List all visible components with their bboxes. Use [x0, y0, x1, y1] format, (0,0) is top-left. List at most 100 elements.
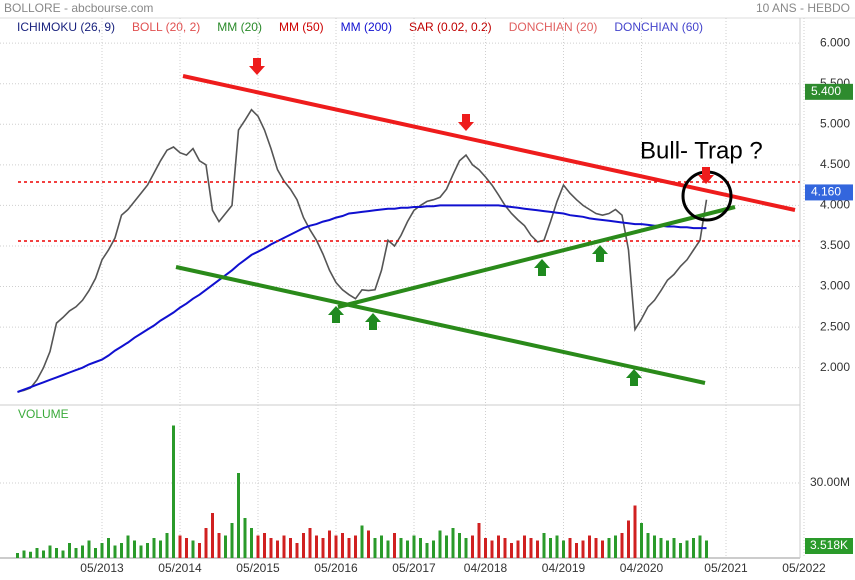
last-value-label: 4.160 — [811, 185, 841, 199]
volume-bar — [562, 540, 565, 558]
volume-bar — [315, 535, 318, 558]
volume-bar — [490, 540, 494, 558]
volume-bar — [542, 533, 546, 558]
x-tick-label: 05/2015 — [236, 561, 280, 575]
volume-bar — [198, 543, 201, 558]
volume-bar — [87, 540, 91, 558]
volume-bar — [620, 533, 624, 558]
volume-bar — [204, 528, 208, 558]
volume-bar — [159, 540, 162, 558]
volume-bar — [581, 540, 585, 558]
y-tick-label: 30.00M — [810, 475, 850, 489]
volume-bar — [16, 553, 19, 558]
volume-bar — [328, 530, 331, 558]
last-value-box — [805, 184, 853, 201]
volume-bar — [555, 535, 559, 558]
plot-area: ICHIMOKU (26, 9) BOLL (20, 2) MM (20) MM (5… — [0, 18, 853, 575]
y-tick-label: 6.000 — [820, 35, 850, 49]
volume-bar — [497, 535, 500, 558]
volume-bar — [185, 538, 188, 558]
volume-bar — [172, 425, 175, 558]
volume-bar — [152, 538, 156, 558]
volume-bar — [94, 548, 97, 558]
volume-bar — [516, 540, 520, 558]
volume-bar — [659, 538, 663, 558]
up-arrow — [534, 259, 550, 276]
volume-bar — [692, 538, 695, 558]
volume-bar — [568, 538, 572, 558]
volume-bar — [451, 528, 455, 558]
x-tick-label: 05/2022 — [782, 561, 826, 575]
x-tick-label: 05/2016 — [314, 561, 358, 575]
up-arrow — [328, 306, 344, 323]
legend-entry: DONCHIAN (60) — [614, 20, 703, 34]
price-line — [17, 204, 707, 393]
volume-bar — [289, 538, 292, 558]
price-line — [17, 108, 708, 393]
volume-bar — [484, 538, 487, 558]
volume-bar — [445, 535, 448, 558]
volume-bar — [360, 525, 364, 558]
y-tick-label: 2.000 — [820, 360, 850, 374]
volume-bar — [412, 535, 416, 558]
volume-bar — [438, 530, 442, 558]
volume-bar — [510, 543, 513, 558]
volume-bar — [237, 473, 240, 558]
y-tick-label: 2.500 — [820, 319, 850, 333]
volume-bar — [536, 540, 539, 558]
y-tick-label: 4.500 — [820, 157, 850, 171]
volume-bar — [666, 540, 669, 558]
volume-bar — [139, 545, 143, 558]
volume-label: VOLUME — [18, 407, 69, 421]
volume-bar — [146, 543, 149, 558]
volume-bar — [29, 551, 32, 558]
volume-bar — [607, 538, 611, 558]
y-tick-label: 5.000 — [820, 116, 850, 130]
last-value-label: 5.400 — [811, 84, 841, 98]
volume-bar — [100, 543, 104, 558]
volume-bar — [113, 545, 117, 558]
up-arrow — [592, 245, 608, 262]
x-tick-label: 04/2018 — [464, 561, 508, 575]
y-tick-label: 3.500 — [820, 238, 850, 252]
volume-bar — [269, 538, 273, 558]
up-arrow — [626, 369, 642, 386]
volume-bar — [61, 550, 65, 558]
resistance-line — [182, 74, 796, 212]
volume-bar — [178, 535, 182, 558]
volume-bar — [523, 535, 526, 558]
volume-bar — [627, 520, 630, 558]
volume-bar — [588, 535, 591, 558]
volume-bar — [685, 540, 689, 558]
volume-bar — [386, 540, 390, 558]
legend-entry: BOLL (20, 2) — [132, 20, 200, 34]
volume-bar — [672, 538, 676, 558]
volume-bar — [81, 545, 84, 558]
volume-bar — [35, 548, 39, 558]
volume-bar — [55, 548, 58, 558]
volume-bar — [575, 543, 578, 558]
volume-bar — [380, 535, 383, 558]
volume-bar — [22, 550, 26, 558]
volume-bar — [705, 540, 708, 558]
support-line — [175, 265, 706, 385]
volume-bar — [302, 533, 305, 558]
up-arrow — [365, 313, 381, 330]
volume-bar — [191, 540, 195, 558]
annotation-text: Bull- Trap ? — [640, 137, 763, 164]
x-tick-label: 05/2013 — [80, 561, 124, 575]
volume-bar — [347, 538, 351, 558]
volume-bar — [464, 538, 468, 558]
chart-subtitle: 10 ANS - HEBDO — [756, 1, 850, 15]
volume-bar — [295, 543, 299, 558]
volume-bar — [341, 533, 344, 558]
last-volume-box — [805, 538, 853, 554]
x-tick-label: 04/2019 — [542, 561, 586, 575]
volume-bar — [503, 538, 507, 558]
volume-bar — [679, 543, 682, 558]
volume-bar — [107, 538, 110, 558]
volume-bar — [217, 533, 221, 558]
volume-bar — [419, 538, 422, 558]
volume-bar — [458, 533, 461, 558]
